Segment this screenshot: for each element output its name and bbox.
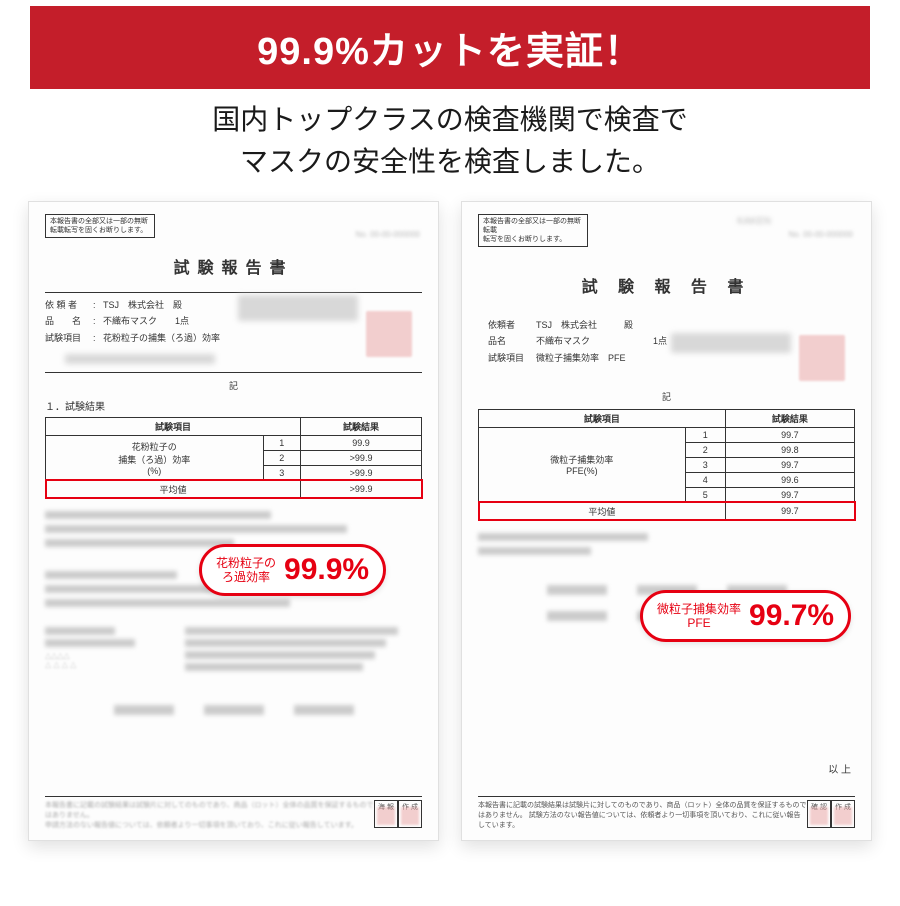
table-cell: 2 — [685, 442, 725, 457]
seal-stamp — [799, 335, 845, 381]
footer: 本報告書に記載の試験結果は試験片に対してのものであり、商品（ロット）全体の品質を… — [45, 796, 422, 830]
footer-box: 作 成 — [831, 800, 855, 828]
avg-value: >99.9 — [301, 480, 422, 498]
footer-text-blur: 本報告書に記載の試験結果は試験片に対してのものであり、商品（ロット）全体の品質を… — [45, 800, 374, 830]
footer-box: 作 成 — [398, 800, 422, 828]
meta-value: 不織布マスク 1点 — [103, 313, 189, 329]
meta-value: 不織布マスク 1点 — [536, 333, 667, 349]
avg-value: 99.7 — [725, 502, 854, 520]
subtitle: 国内トップクラスの検査機関で検査で マスクの安全性を検査しました。 — [0, 99, 900, 183]
meta-value: 微粒子捕集効率 PFE — [536, 350, 626, 366]
doc-number-blur: No. 00-00-000000 — [789, 230, 854, 239]
callout-2: 微粒子捕集効率 PFE 99.7% — [640, 590, 851, 642]
callout-value: 99.9% — [284, 553, 369, 587]
avg-label: 平均値 — [46, 480, 301, 498]
avg-label: 平均値 — [479, 502, 726, 520]
table-header: 試験項目 — [46, 417, 301, 435]
blurred-org — [547, 585, 607, 595]
table-cell: 99.7 — [725, 487, 854, 502]
blurred-org — [294, 705, 354, 715]
blurred-line — [45, 539, 234, 547]
subtitle-line-1: 国内トップクラスの検査機関で検査で — [212, 104, 687, 135]
table-cell: 99.7 — [725, 427, 854, 442]
blurred-line — [185, 627, 398, 635]
section-divider: 記 — [478, 390, 855, 403]
blurred-line — [45, 571, 177, 579]
corner-note: 本報告書の全部又は一部の無断転載 転写を固くお断りします。 — [478, 214, 588, 247]
meta-label: 品名 — [488, 333, 536, 349]
table-cell: 99.9 — [301, 435, 422, 450]
table-cell: 2 — [263, 450, 301, 465]
table-header: 試験結果 — [301, 417, 422, 435]
table-cell: 3 — [263, 465, 301, 480]
table-cell: >99.9 — [301, 450, 422, 465]
meta-label: 試験項目 — [488, 350, 536, 366]
table-cell: 3 — [685, 457, 725, 472]
footer-boxes: 海 報 作 成 — [374, 800, 422, 830]
report-title: 試 験 報 告 書 — [478, 273, 855, 297]
blurred-org — [114, 705, 174, 715]
table-cell: 5 — [685, 487, 725, 502]
footer-text: 本報告書に記載の試験結果は試験片に対してのものであり、商品（ロット）全体の品質を… — [478, 800, 807, 830]
blurred-line — [45, 639, 135, 647]
callout-1: 花粉粒子の ろ過効率 99.9% — [199, 544, 386, 596]
meta-value: 花粉粒子の捕集（ろ過）効率 — [103, 330, 220, 346]
meta-label: 依 頼 者 — [45, 297, 93, 313]
footer-box: 確 認 — [807, 800, 831, 828]
average-row: 平均値 >99.9 — [46, 480, 422, 498]
table-header: 試験項目 — [479, 409, 726, 427]
headline-banner: 99.9%カットを実証！ — [30, 6, 870, 89]
table-cell: 1 — [263, 435, 301, 450]
meta-label: 品 名 — [45, 313, 93, 329]
table-row-label: 微粒子捕集効率 PFE(%) — [479, 427, 686, 502]
table-cell: 1 — [685, 427, 725, 442]
blurred-line — [45, 511, 271, 519]
blurred-line — [45, 599, 290, 607]
report-title: 試験報告書 — [45, 254, 422, 278]
org-blur: KAKEN — [737, 216, 771, 227]
blurred-text — [671, 333, 791, 353]
corner-note: 本報告書の全部又は一部の無断 転載転写を固くお断りします。 — [45, 214, 155, 238]
report-document-1: 本報告書の全部又は一部の無断 転載転写を固くお断りします。 No. 00-00-… — [28, 201, 439, 841]
meta-value: TSJ 株式会社 殿 — [103, 297, 182, 313]
footer-boxes: 確 認 作 成 — [807, 800, 855, 830]
blurred-org — [547, 611, 607, 621]
blurred-org — [204, 705, 264, 715]
table-cell: 99.7 — [725, 457, 854, 472]
blurred-line — [478, 533, 648, 541]
meta-label: 依頼者 — [488, 317, 536, 333]
result-table-2: 試験項目 試験結果 微粒子捕集効率 PFE(%) 1 99.7 299.8 39… — [478, 409, 855, 521]
callout-value: 99.7% — [749, 599, 834, 633]
meta-label: 試験項目 — [45, 330, 93, 346]
blurred-line — [478, 547, 591, 555]
blurred-marks: △△△△△ △ △ △ — [45, 651, 145, 669]
section-label: １．試験結果 — [45, 398, 422, 413]
table-row-label: 花粉粒子の 捕集（ろ過）効率 (%) — [46, 435, 264, 480]
blurred-text — [65, 354, 215, 364]
doc-number-blur: No. 00-00-000000 — [356, 230, 421, 239]
report-document-2: 本報告書の全部又は一部の無断転載 転写を固くお断りします。 KAKEN No. … — [461, 201, 872, 841]
blurred-line — [45, 525, 347, 533]
result-table-1: 試験項目 試験結果 花粉粒子の 捕集（ろ過）効率 (%) 1 99.9 2>99… — [45, 417, 422, 499]
average-row: 平均値 99.7 — [479, 502, 855, 520]
blurred-address — [238, 295, 358, 321]
blurred-line — [185, 639, 386, 647]
table-header: 試験結果 — [725, 409, 854, 427]
blurred-line — [45, 627, 115, 635]
callout-label: 花粉粒子の ろ過効率 — [216, 556, 276, 585]
blurred-line — [185, 663, 363, 671]
table-cell: 99.8 — [725, 442, 854, 457]
footer-box: 海 報 — [374, 800, 398, 828]
subtitle-line-2: マスクの安全性を検査しました。 — [240, 146, 660, 177]
table-cell: 4 — [685, 472, 725, 487]
table-cell: >99.9 — [301, 465, 422, 480]
meta-value: TSJ 株式会社 殿 — [536, 317, 633, 333]
table-cell: 99.6 — [725, 472, 854, 487]
closing-text: 以 上 — [828, 761, 851, 776]
footer: 本報告書に記載の試験結果は試験片に対してのものであり、商品（ロット）全体の品質を… — [478, 796, 855, 830]
blurred-line — [185, 651, 375, 659]
callout-label: 微粒子捕集効率 PFE — [657, 602, 741, 631]
seal-stamp — [366, 311, 412, 357]
